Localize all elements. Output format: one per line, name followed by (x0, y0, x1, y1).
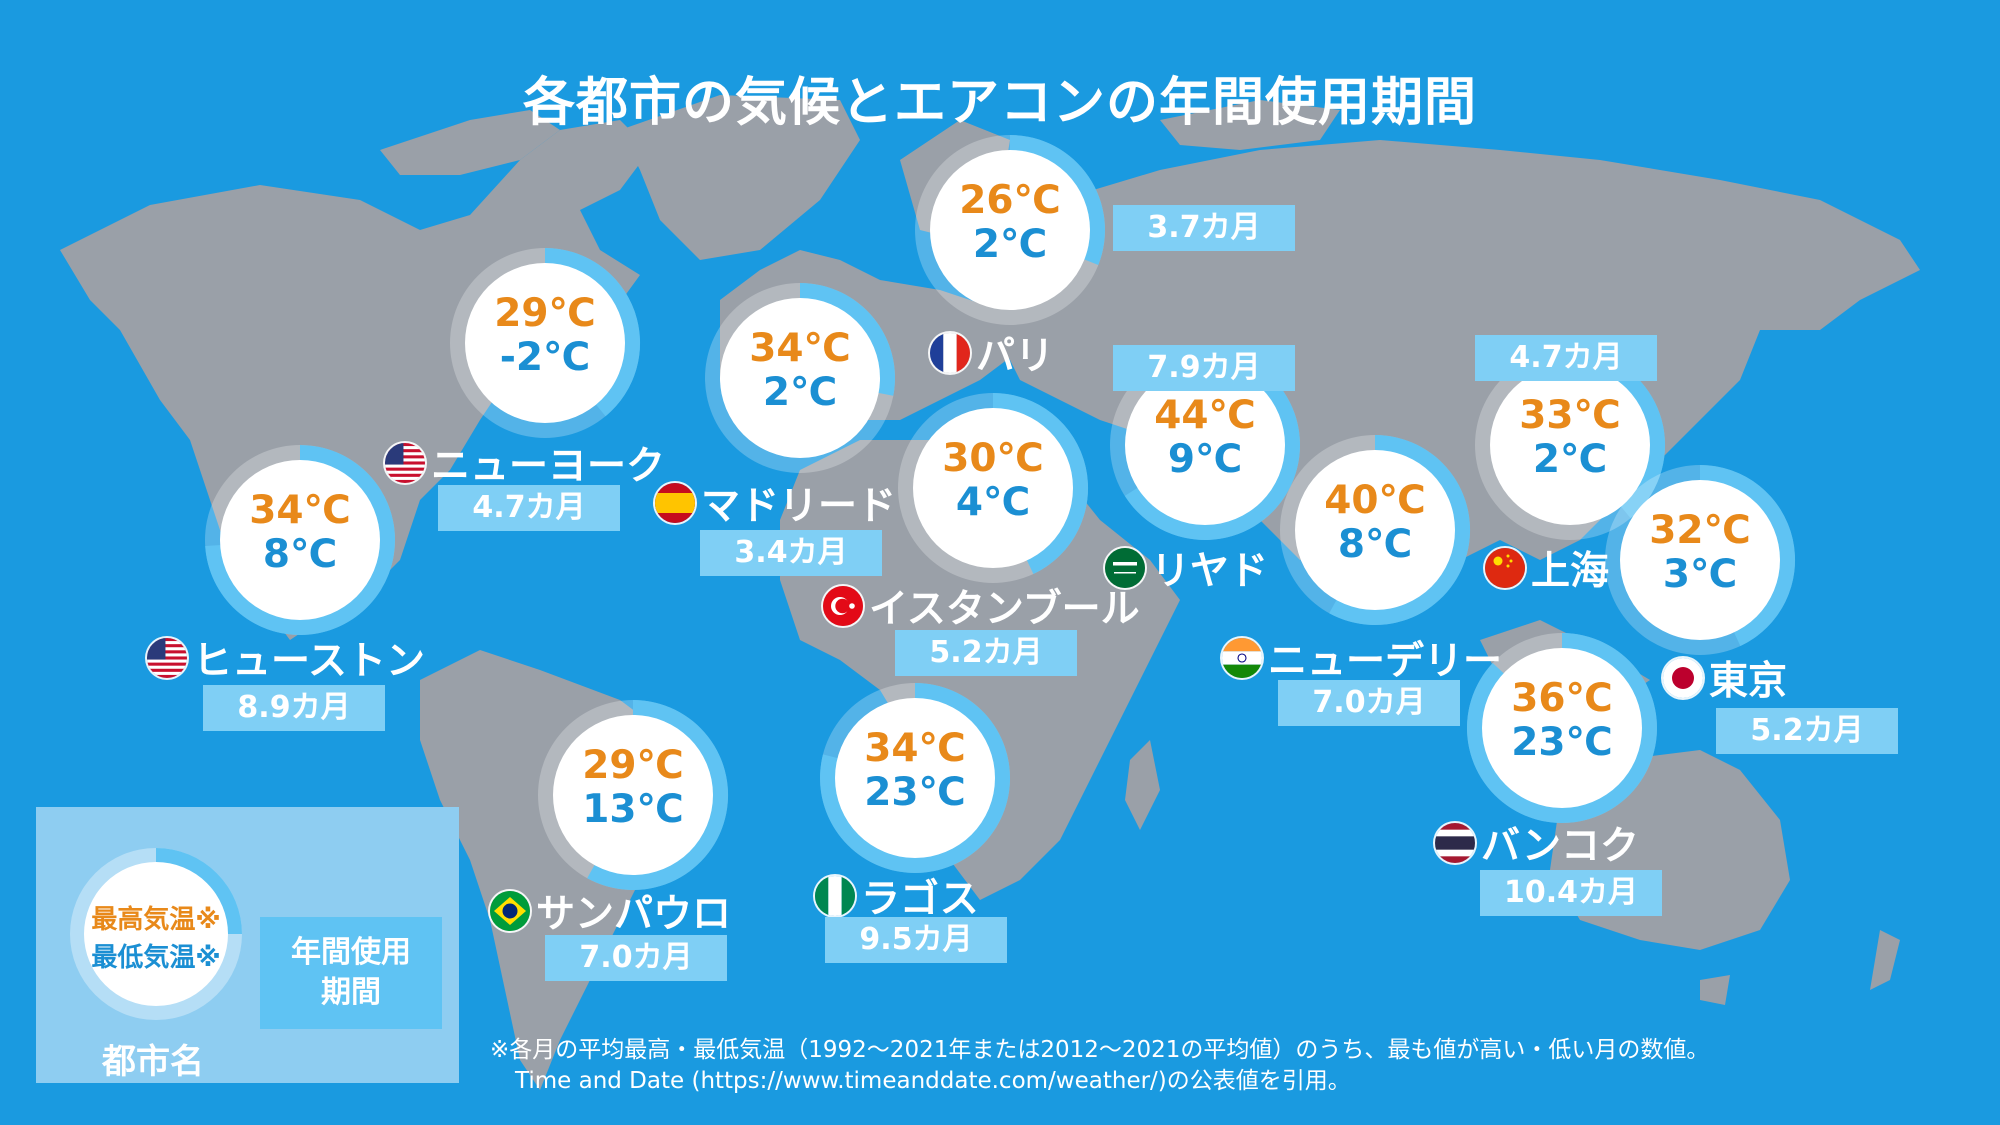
city-name: ヒューストン (193, 639, 426, 684)
low-temp: -2℃ (499, 335, 591, 380)
city-name: 東京 (1709, 659, 1788, 704)
city-name: ニューデリー (1268, 639, 1503, 684)
city-name: サンパウロ (536, 892, 732, 937)
city-11-temp-circle: 29℃ 13℃ (533, 695, 733, 895)
city-4-temp-circle: 44℃ 9℃ (1105, 345, 1305, 545)
legend-low-temp: 最低気温※ (91, 943, 221, 973)
city-name: イスタンブール (869, 587, 1140, 632)
city-11-label: サンパウロ (490, 883, 731, 939)
thailand-flag-icon (1435, 823, 1475, 863)
low-temp: 4℃ (955, 480, 1031, 525)
high-temp: 34℃ (749, 326, 851, 371)
legend-circle (70, 848, 242, 1020)
brazil-flag-icon (490, 891, 530, 931)
city-name: リヤド (1151, 549, 1269, 594)
city-name: マドリード (701, 484, 897, 529)
city-7-period-box: 5.2カ月 (895, 630, 1077, 676)
city-7-temp-circle: 30℃ 4℃ (893, 388, 1093, 588)
city-name: パリ (976, 334, 1055, 379)
city-3-temp-circle: 34℃ 2℃ (700, 278, 900, 478)
low-temp: 13℃ (582, 787, 684, 832)
city-name: ラゴス (861, 877, 979, 922)
high-temp: 29℃ (582, 743, 684, 788)
city-3-period-box: 3.4カ月 (700, 530, 882, 576)
high-temp: 30℃ (942, 436, 1044, 481)
city-5-label: 上海 (1485, 540, 1609, 596)
city-name: バンコク (1481, 824, 1639, 869)
low-temp: 2℃ (972, 222, 1048, 267)
low-temp: 9℃ (1167, 437, 1243, 482)
footnote-line2: Time and Date (https://www.timeanddate.c… (515, 1068, 1351, 1094)
city-4-period-box: 7.9カ月 (1113, 345, 1295, 391)
city-1-label: パリ (930, 325, 1054, 381)
legend-period-line1: 年間使用 (291, 935, 411, 970)
nigeria-flag-icon (815, 876, 855, 916)
legend: 最高気温※ 最低気温※ 都市名 年間使用 期間 (36, 807, 459, 1083)
city-name: ニューヨーク (431, 444, 666, 489)
city-11-period-box: 7.0カ月 (545, 935, 727, 981)
city-8-label: ニューデリー (1222, 630, 1502, 686)
low-temp: 23℃ (1511, 720, 1613, 765)
low-temp: 23℃ (864, 770, 966, 815)
city-10-temp-circle: 36℃ 23℃ (1462, 628, 1662, 828)
city-7-label: イスタンブール (823, 578, 1140, 634)
high-temp: 34℃ (249, 488, 351, 533)
high-temp: 33℃ (1519, 393, 1621, 438)
footnote-line1: ※各月の平均最高・最低気温（1992～2021年または2012～2021の平均値… (490, 1037, 1710, 1063)
city-12-label: ラゴス (815, 868, 979, 924)
city-6-period-box: 8.9カ月 (203, 685, 385, 731)
legend-high-temp: 最高気温※ (91, 905, 221, 935)
city-6-label: ヒューストン (147, 630, 425, 686)
low-temp: 2℃ (1532, 437, 1608, 482)
high-temp: 36℃ (1511, 676, 1613, 721)
china-flag-icon (1485, 548, 1525, 588)
low-temp: 8℃ (262, 532, 338, 577)
usa-flag-icon (385, 443, 425, 483)
city-4-label: リヤド (1105, 540, 1268, 596)
usa-flag-icon (147, 638, 187, 678)
city-1-temp-circle: 26℃ 2℃ (910, 130, 1110, 330)
high-temp: 34℃ (864, 726, 966, 771)
city-8-period-box: 7.0カ月 (1278, 680, 1460, 726)
city-9-period-box: 5.2カ月 (1716, 708, 1898, 754)
france-flag-icon (930, 333, 970, 373)
high-temp: 32℃ (1649, 508, 1751, 553)
city-10-period-box: 10.4カ月 (1480, 870, 1662, 916)
city-9-label: 東京 (1663, 650, 1787, 706)
city-name: 上海 (1531, 549, 1610, 594)
city-5-period-box: 4.7カ月 (1475, 335, 1657, 381)
city-9-temp-circle: 32℃ 3℃ (1600, 460, 1800, 660)
city-6-temp-circle: 34℃ 8℃ (200, 440, 400, 640)
india-flag-icon (1222, 638, 1262, 678)
low-temp: 2℃ (762, 370, 838, 415)
city-1-period-box: 3.7カ月 (1113, 205, 1295, 251)
spain-flag-icon (655, 483, 695, 523)
city-8-temp-circle: 40℃ 8℃ (1275, 430, 1475, 630)
legend-city-name: 都市名 (102, 1042, 204, 1082)
high-temp: 44℃ (1154, 393, 1256, 438)
saudi-flag-icon (1105, 548, 1145, 588)
page-title: 各都市の気候とエアコンの年間使用期間 (522, 73, 1477, 133)
city-2-period-box: 4.7カ月 (438, 485, 620, 531)
city-10-label: バンコク (1435, 815, 1639, 871)
city-2-label: ニューヨーク (385, 435, 665, 491)
city-5-temp-circle: 33℃ 2℃ (1470, 345, 1670, 545)
legend-period-box: 年間使用 期間 (260, 917, 442, 1029)
high-temp: 26℃ (959, 178, 1061, 223)
turkey-flag-icon (823, 586, 863, 626)
japan-flag-icon (1663, 658, 1703, 698)
city-3-label: マドリード (655, 475, 896, 531)
high-temp: 40℃ (1324, 478, 1426, 523)
high-temp: 29℃ (494, 291, 596, 336)
city-12-period-box: 9.5カ月 (825, 917, 1007, 963)
low-temp: 3℃ (1662, 552, 1738, 597)
legend-period-line2: 期間 (321, 975, 381, 1010)
low-temp: 8℃ (1337, 522, 1413, 567)
city-12-temp-circle: 34℃ 23℃ (815, 678, 1015, 878)
city-2-temp-circle: 29℃ -2℃ (445, 243, 645, 443)
